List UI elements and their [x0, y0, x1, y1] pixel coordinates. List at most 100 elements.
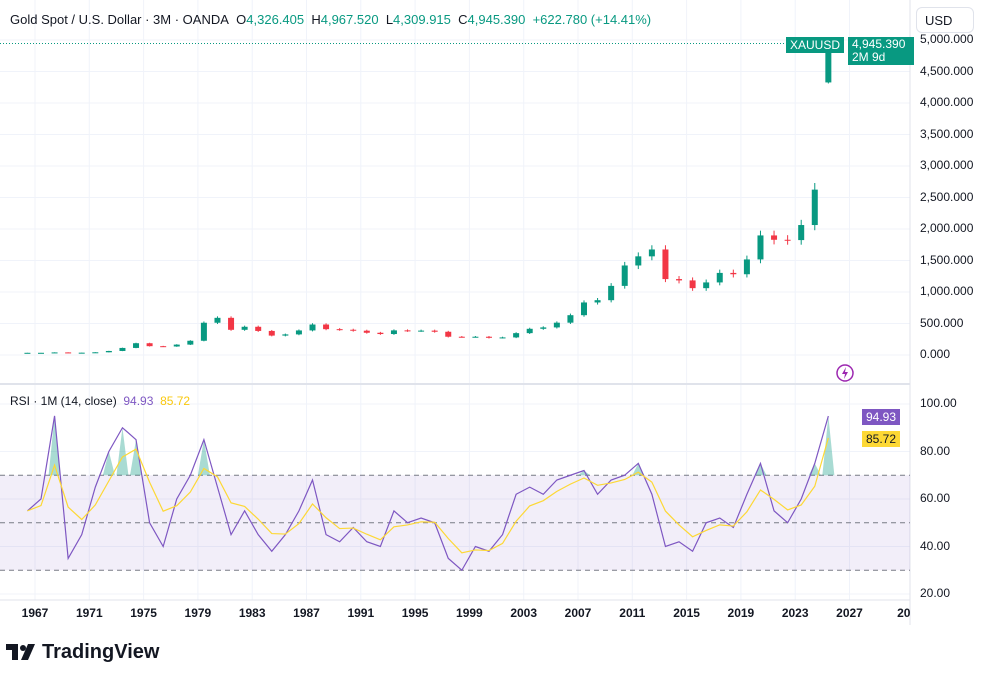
candle-body: [553, 322, 560, 328]
candle-body: [431, 330, 438, 332]
candle-body: [676, 279, 683, 281]
candle-body: [309, 324, 316, 331]
candle-body: [295, 330, 302, 335]
time-axis-label: 1971: [75, 606, 103, 620]
rsi-axis-label: 20.00: [920, 586, 951, 600]
candle-body: [472, 336, 479, 338]
candle-body: [825, 43, 832, 83]
close-label: C: [458, 12, 468, 27]
time-axis-label: 2023: [781, 606, 809, 620]
candle-body: [811, 189, 818, 226]
candle-body: [119, 347, 126, 351]
candle-body: [51, 352, 58, 354]
candle-body: [703, 282, 710, 289]
currency-button[interactable]: USD: [916, 7, 974, 33]
price-axis-label: 5,000.000: [920, 32, 974, 46]
rsi-ma-value: 85.72: [160, 394, 191, 408]
candle-body: [404, 330, 411, 332]
candle-body: [268, 330, 275, 336]
price-axis-label: 4,000.000: [920, 95, 974, 109]
candle-body: [350, 329, 357, 331]
rsi-ma-line: [27, 437, 829, 554]
high-value: 4,967.520: [320, 12, 379, 27]
candle-body: [105, 350, 112, 353]
candle-body: [187, 340, 194, 345]
time-axis-label: 1987: [293, 606, 320, 620]
candle-body: [567, 315, 574, 323]
time-axis-label: 1983: [238, 606, 266, 620]
candle-body: [78, 352, 85, 354]
candle-body: [92, 352, 99, 354]
rsi-title: RSI · 1M (14, close): [10, 394, 117, 408]
candle-body: [798, 225, 805, 241]
candle-body: [635, 256, 642, 266]
rsi-axis-label: 60.00: [920, 491, 951, 505]
time-axis-label: 2019: [727, 606, 755, 620]
candle-body: [716, 272, 723, 283]
rsi-axis-label: 100.00: [920, 396, 957, 410]
price-axis-label: 3,000.000: [920, 158, 974, 172]
candle-body: [689, 280, 696, 289]
rsi-overbought-fill: [48, 415, 835, 476]
rsi-value-tag: 94.93: [862, 409, 901, 425]
rsi-axis-label: 40.00: [920, 538, 951, 553]
candle-body: [173, 344, 180, 347]
time-axis-label: 1975: [130, 606, 157, 620]
symbol-tag: XAUUSD: [786, 37, 845, 53]
price-axis-label: 1,000.000: [920, 284, 974, 298]
candle-body: [228, 317, 235, 330]
candle-body: [214, 317, 221, 323]
candle-body: [771, 235, 778, 240]
rsi-axis-label: 80.00: [920, 443, 951, 458]
time-axis-label: 2027: [836, 606, 863, 620]
symbol-legend: Gold Spot / U.S. Dollar · 3M · OANDA O4,…: [10, 12, 651, 27]
change-value: +622.780 (+14.41%): [532, 12, 652, 27]
time-axis-label: 1999: [456, 606, 483, 620]
brand-name: TradingView: [42, 641, 160, 663]
candle-body: [730, 272, 737, 275]
price-axis-label: 2,000.000: [920, 221, 974, 235]
time-axis-label: 1979: [184, 606, 212, 620]
candle-body: [608, 285, 615, 301]
candle-body: [499, 337, 506, 339]
open-label: O: [236, 12, 247, 27]
symbol-title: Gold Spot / U.S. Dollar · 3M · OANDA: [10, 12, 229, 27]
candle-body: [594, 300, 601, 303]
time-axis-label: 2007: [564, 606, 592, 620]
time-axis-label: 1995: [401, 606, 429, 620]
candle-body: [581, 302, 587, 316]
candle-body: [485, 336, 492, 338]
price-axis-label: 4,500.000: [920, 63, 974, 78]
candle-body: [513, 333, 520, 338]
high-label: H: [311, 12, 321, 27]
time-axis-label: 2011: [619, 606, 646, 620]
time-axis-label: 2015: [673, 606, 700, 620]
candle-body: [526, 328, 533, 334]
candle-body: [336, 329, 343, 331]
time-axis-label: 20: [897, 606, 911, 620]
price-axis-label: 3,500.000: [920, 126, 974, 141]
lightning-icon-glyph: [842, 367, 848, 379]
candle-body: [445, 331, 452, 337]
candle-body: [743, 259, 750, 275]
candle-body: [146, 343, 153, 347]
rsi-ma-tag: 85.72: [862, 431, 901, 447]
low-value: 4,309.915: [393, 12, 451, 27]
price-axis-label: 0.000: [920, 347, 951, 361]
low-label: L: [385, 12, 394, 27]
last-price: 4,945.390: [852, 37, 906, 51]
time-axis-label: 1991: [347, 606, 375, 620]
rsi-line: [27, 415, 829, 572]
candle-body: [662, 249, 669, 280]
candle-body: [757, 235, 764, 260]
bar-countdown: 2M 9d: [852, 50, 886, 64]
candle-body: [160, 346, 167, 348]
candle-body: [282, 334, 289, 336]
open-value: 4,326.405: [246, 12, 305, 27]
candle-body: [377, 332, 384, 335]
time-axis-label: 2003: [510, 606, 538, 620]
candle-body: [200, 322, 207, 341]
tradingview-logo[interactable]: TradingView: [6, 641, 159, 664]
